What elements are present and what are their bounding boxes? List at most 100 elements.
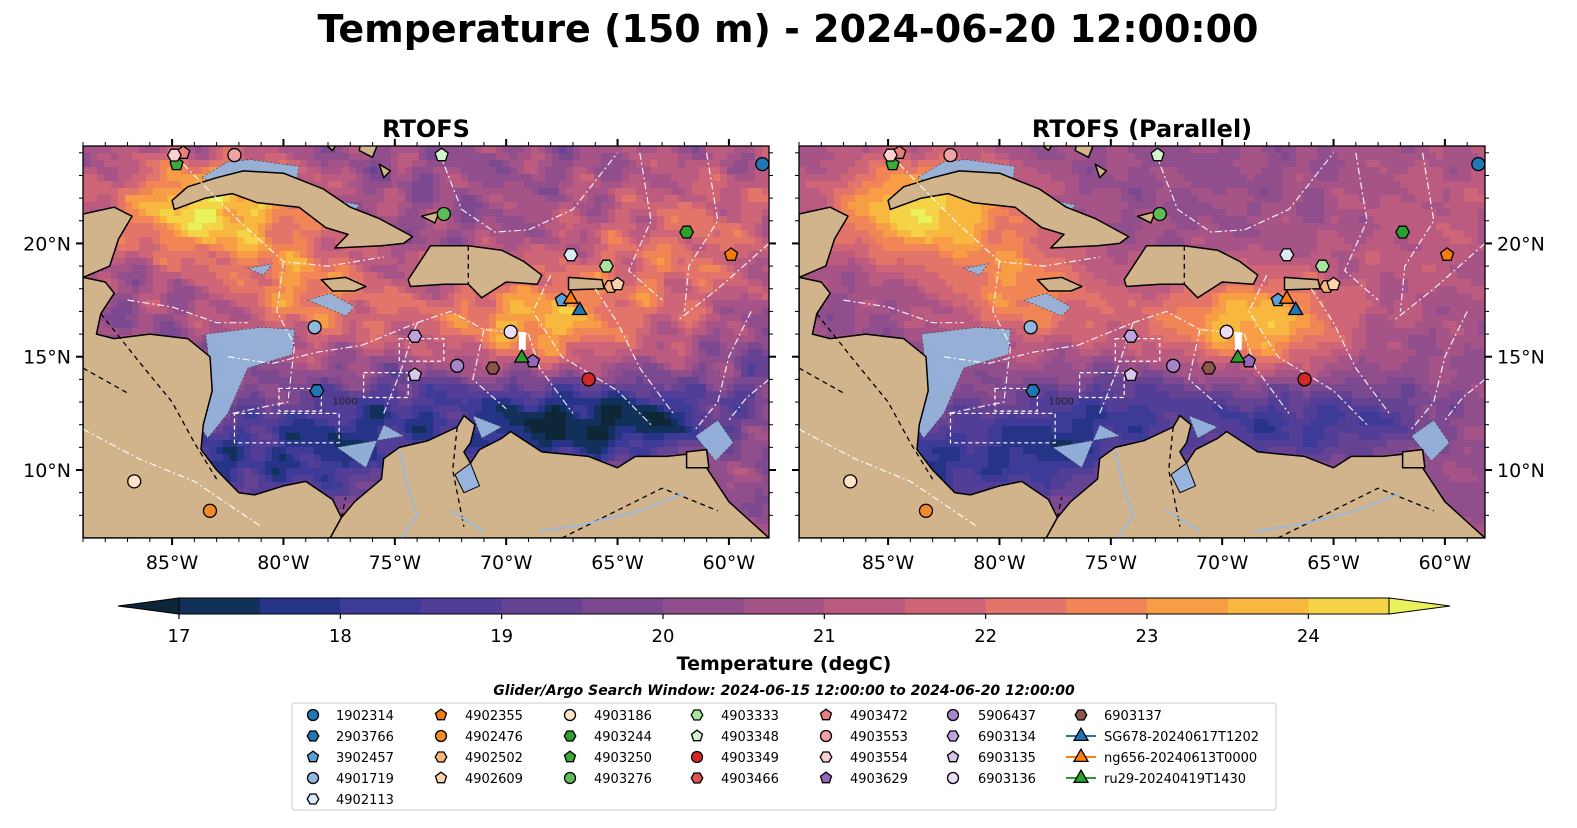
marker-6903136 <box>503 324 518 339</box>
legend-marker-4903244 <box>563 730 577 742</box>
legend-item: ng656-20240613T0000 <box>1066 747 1257 766</box>
legend-marker-1902314 <box>306 708 320 722</box>
legend-item: 4901719 <box>306 771 394 787</box>
marker-4902609 <box>610 276 625 291</box>
isobath-label: 1000 <box>1048 396 1073 407</box>
legend-item: 4903333 <box>690 709 779 724</box>
marker-4903553 <box>943 147 958 163</box>
marker-4903333 <box>598 259 614 273</box>
marker-4903276 <box>436 206 451 222</box>
map-area: 1000 <box>83 117 769 538</box>
legend-item: 4903472 <box>819 708 908 724</box>
legend-label: 1902314 <box>336 709 394 724</box>
figure-title: Temperature (150 m) - 2024-06-20 12:00:0… <box>317 7 1258 51</box>
isobath-label: 1000 <box>332 396 357 407</box>
legend-marker-4902502 <box>434 751 448 763</box>
marker-4903186 <box>843 474 858 489</box>
legend-marker-2903766 <box>306 730 320 742</box>
legend-marker-4903276 <box>563 771 577 785</box>
marker-4903629 <box>525 353 541 368</box>
marker-4902113 <box>563 248 579 262</box>
marker-4903554 <box>166 148 182 162</box>
legend-item: 4902355 <box>434 708 523 724</box>
marker-ng656-20240613t0000 <box>1278 289 1295 304</box>
float-markers <box>843 146 1485 518</box>
legend-marker-6903136 <box>946 771 960 785</box>
xtick-label: 65°W <box>1307 552 1360 574</box>
marker-2903766 <box>1025 384 1041 398</box>
marker-6903135 <box>1123 367 1139 382</box>
legend-label: 4903333 <box>721 709 779 724</box>
legend-item: 4902476 <box>434 729 523 745</box>
legend-marker-6903134 <box>946 730 960 742</box>
colorbar-bin <box>985 598 1067 614</box>
legend-marker-6903135 <box>946 750 960 763</box>
marker-4901719 <box>307 320 322 335</box>
xtick-label: 85°W <box>146 552 199 574</box>
colorbar-bin <box>905 598 987 614</box>
xtick-label: 75°W <box>369 552 422 574</box>
legend-marker-4903348 <box>690 729 704 742</box>
legend-label: 2903766 <box>336 730 394 745</box>
legend-marker-4902355 <box>434 708 448 721</box>
legend-label: 4901719 <box>336 772 394 787</box>
legend-item: ru29-20240419T1430 <box>1066 768 1246 787</box>
marker-6903137 <box>1201 361 1217 375</box>
colorbar-extend-low <box>117 597 180 615</box>
colorbar-bin <box>179 598 261 614</box>
marker-1902314 <box>1471 156 1485 172</box>
legend: 1902314 2903766 3902457 4901719 4902113 49023… <box>291 702 1277 811</box>
legend-marker-4903186 <box>563 708 577 722</box>
marker-4903629 <box>1241 353 1257 368</box>
panel-title-parallel: RTOFS (Parallel) <box>1032 115 1252 143</box>
xtick-label: 70°W <box>480 552 533 574</box>
colorbar-bin <box>743 598 825 614</box>
marker-4902113 <box>1279 248 1295 262</box>
legend-marker-4902609 <box>434 771 448 784</box>
colorbar-bin <box>1227 598 1309 614</box>
legend-marker-4902476 <box>434 729 448 743</box>
marker-5906437 <box>1166 358 1181 373</box>
eez-boundaries <box>799 152 1485 528</box>
legend-label: 4903348 <box>721 730 779 745</box>
legend-label: 4903349 <box>721 751 779 766</box>
colorbar-bin <box>421 598 503 614</box>
legend-marker-4903250 <box>563 750 577 763</box>
legend-marker-4903553 <box>819 729 833 743</box>
legend-marker-4903472 <box>819 708 833 721</box>
marker-4902476 <box>918 503 934 518</box>
legend-item: 4903553 <box>819 729 908 745</box>
rivers <box>1114 449 1401 538</box>
marker-4903466 <box>722 117 736 129</box>
legend-item: 3902457 <box>306 750 394 766</box>
legend-label: ru29-20240419T1430 <box>1104 772 1246 787</box>
legend-item: 6903136 <box>946 771 1036 787</box>
map-panel-rtofs: RTOFS 1000 85°W 80°W 75°W 70°W 65°W 60°W 10°N 15°… <box>23 115 776 574</box>
map-panel-parallel: RTOFS (Parallel) 1000 85°W 80°W 75°W 70°W 65°W… <box>792 115 1545 574</box>
marker-4903349 <box>581 372 596 387</box>
marker-4902355 <box>723 247 739 261</box>
legend-item: 4903466 <box>690 772 779 787</box>
xtick-label: 60°W <box>703 552 756 574</box>
marker-6903134 <box>407 329 423 343</box>
colorbar-extend-high <box>1388 597 1451 615</box>
xtick-label: 80°W <box>973 552 1026 574</box>
colorbar-bin <box>1308 598 1390 614</box>
ytick-label: 15°N <box>1497 347 1545 369</box>
colorbar-bin <box>582 598 664 614</box>
legend-item: 4902609 <box>434 771 523 787</box>
colorbar-tick-label: 18 <box>329 626 352 647</box>
legend-label: ng656-20240613T0000 <box>1104 751 1257 766</box>
legend-item: 4902502 <box>434 751 523 766</box>
marker-1902314 <box>755 156 769 172</box>
colorbar-bin <box>1147 598 1229 614</box>
legend-marker-sg678-20240617t1202 <box>1072 726 1090 742</box>
legend-marker-4902113 <box>306 793 320 805</box>
legend-marker-4901719 <box>306 771 320 785</box>
legend-marker-4903333 <box>690 709 704 721</box>
colorbar-tick-label: 17 <box>168 626 191 647</box>
marker-4903348 <box>1150 147 1165 162</box>
marker-4902609 <box>1326 276 1341 291</box>
marker-4901719 <box>1023 320 1038 335</box>
marker-4903349 <box>1297 372 1312 387</box>
